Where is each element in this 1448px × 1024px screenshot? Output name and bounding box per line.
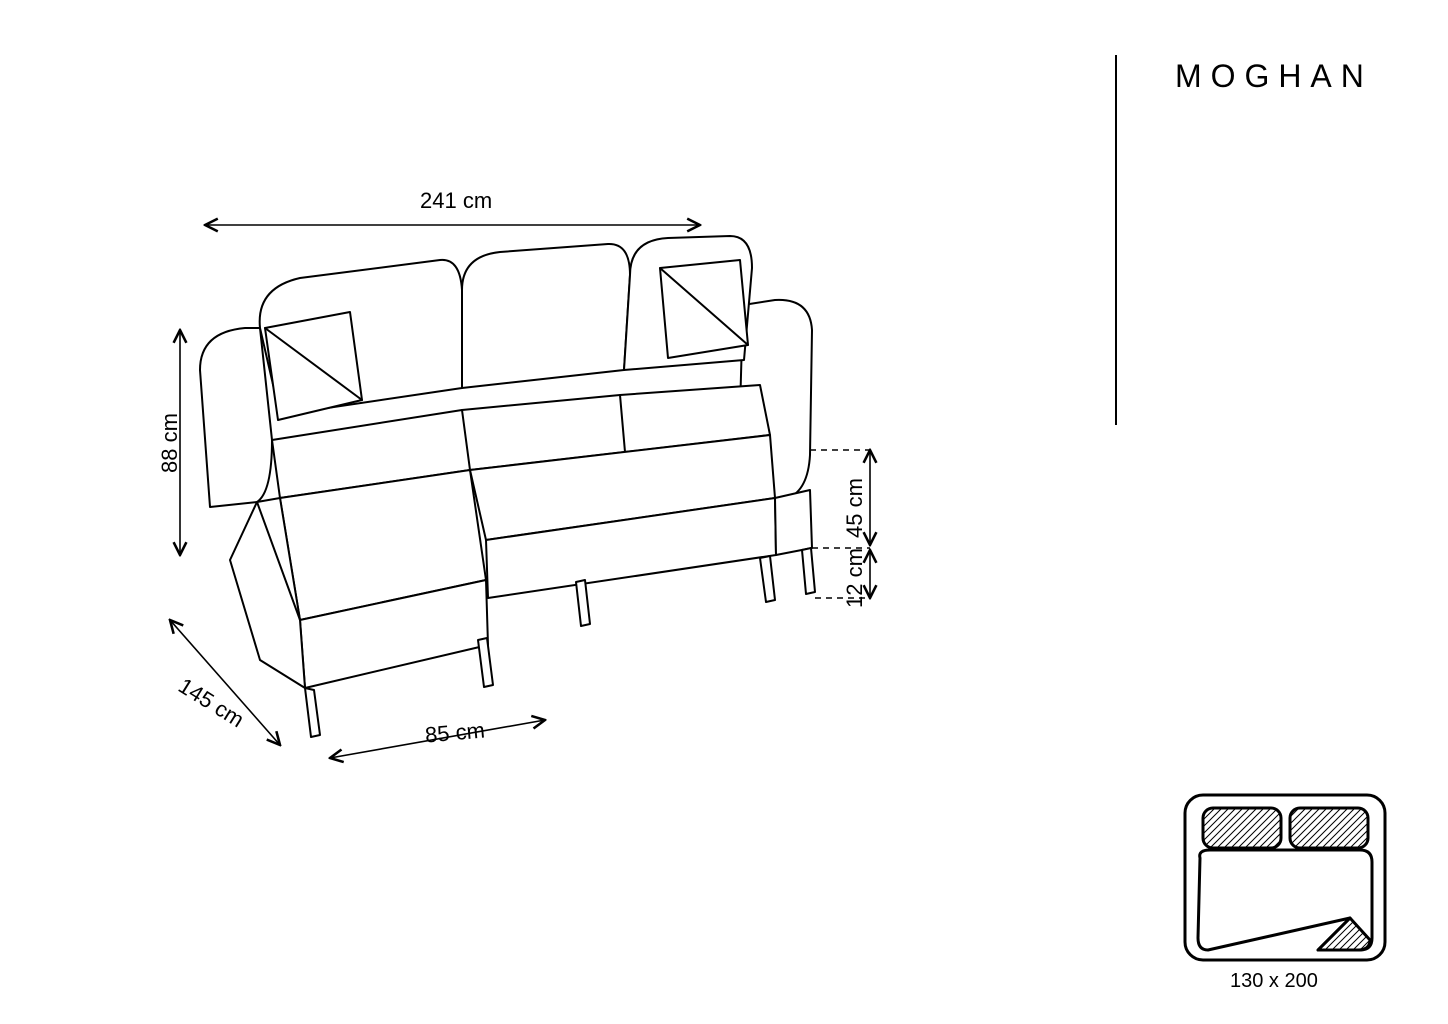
technical-drawing [0,0,1448,1024]
sleeping-area-icon [1185,795,1385,960]
sofa-outline [200,236,815,737]
